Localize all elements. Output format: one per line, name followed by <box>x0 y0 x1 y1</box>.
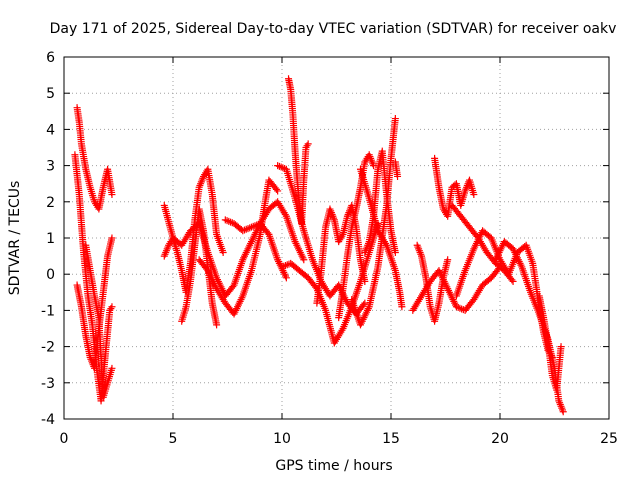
x-axis-label: GPS time / hours <box>275 458 392 474</box>
data-point-marker <box>108 234 116 242</box>
y-tick-label: -2 <box>41 340 55 356</box>
data-point-marker <box>559 408 567 416</box>
y-tick-label: 2 <box>46 195 55 211</box>
data-point-marker <box>108 364 116 372</box>
y-axis-label: SDTVAR / TECUs <box>7 181 23 296</box>
series-sat-r <box>391 158 402 180</box>
y-tick-label: -4 <box>41 412 55 428</box>
data-point-marker <box>219 248 227 256</box>
series-sat-q <box>356 165 406 311</box>
data-point-marker <box>272 185 280 193</box>
series-sat-t <box>409 263 504 314</box>
x-tick-label: 20 <box>491 431 509 447</box>
x-tick-label: 15 <box>382 431 400 447</box>
data-point-marker <box>282 274 290 282</box>
series-sat-p <box>361 147 399 256</box>
series-sat-u <box>431 154 478 220</box>
y-tick-label: -3 <box>41 376 55 392</box>
data-point-marker <box>444 256 452 264</box>
data-point-marker <box>470 191 478 199</box>
data-point-marker <box>108 303 116 311</box>
data-point-marker <box>274 187 282 195</box>
data-point-marker <box>391 248 399 256</box>
data-point-marker <box>391 115 399 123</box>
data-point-marker <box>304 140 312 148</box>
data-point-marker <box>303 142 311 150</box>
data-point-marker <box>398 303 406 311</box>
data-point-marker <box>508 276 516 284</box>
x-tick-label: 0 <box>60 431 69 447</box>
y-tick-label: -1 <box>41 303 55 319</box>
data-point-marker <box>213 321 221 329</box>
y-tick-label: 5 <box>46 86 55 102</box>
series-sat-b <box>73 104 116 213</box>
y-tick-label: 4 <box>46 122 55 138</box>
y-tick-label: 1 <box>46 231 55 247</box>
data-point-marker <box>509 277 517 285</box>
data-point-marker <box>360 301 368 309</box>
data-point-marker <box>312 283 320 291</box>
y-tick-label: 3 <box>46 159 55 175</box>
x-tick-label: 25 <box>600 431 618 447</box>
data-point-marker <box>264 229 272 237</box>
x-tick-label: 10 <box>273 431 291 447</box>
data-point-marker <box>394 172 402 180</box>
data-point-marker <box>361 277 369 285</box>
series-sat-i <box>221 198 308 264</box>
data-point-marker <box>108 191 116 199</box>
x-tick-label: 5 <box>169 431 178 447</box>
series-sat-d <box>82 241 116 401</box>
series-sat-j <box>285 75 312 228</box>
data-point-marker <box>229 283 237 291</box>
series-sat-v <box>448 201 517 285</box>
data-point-marker <box>107 305 115 313</box>
series-sat-y <box>535 292 565 394</box>
series-sat-c <box>73 234 116 372</box>
chart-title: Day 171 of 2025, Sidereal Day-to-day VTE… <box>50 21 617 37</box>
data-point-marker <box>557 343 565 351</box>
y-tick-label: 0 <box>46 267 55 283</box>
data-points <box>71 75 567 416</box>
series-sat-o <box>335 151 378 322</box>
axis-ticks: 0 5 10 15 20 25 -4 -3 -2 -1 0 1 2 3 4 5 6 <box>41 50 618 447</box>
data-point-marker <box>300 256 308 264</box>
y-tick-label: 6 <box>46 50 55 66</box>
